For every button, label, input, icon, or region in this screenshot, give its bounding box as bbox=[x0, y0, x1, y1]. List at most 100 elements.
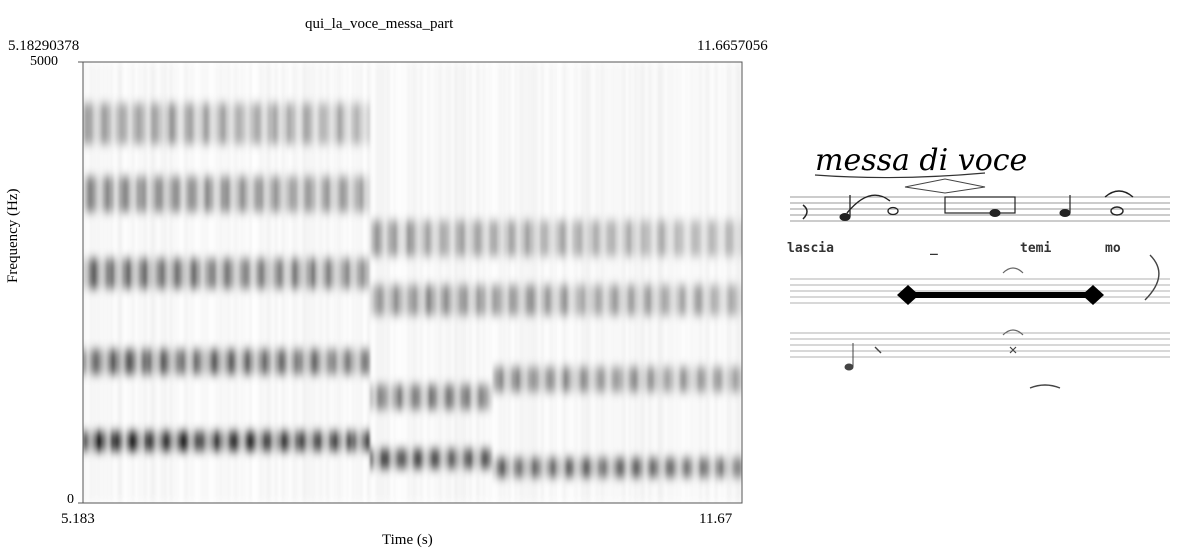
spectrogram-haze bbox=[227, 62, 230, 503]
spectrogram-cell bbox=[99, 103, 102, 145]
spectrogram-cell bbox=[668, 285, 670, 316]
spectrogram-cell bbox=[732, 458, 734, 478]
spectrogram-cell bbox=[567, 285, 570, 316]
spectrogram-cell bbox=[260, 349, 263, 375]
spectrogram-cell bbox=[265, 258, 268, 289]
spectrogram-cell bbox=[631, 458, 634, 478]
spectrogram-cell bbox=[137, 431, 140, 451]
spectrogram-cell bbox=[291, 258, 294, 289]
spectrogram-haze bbox=[315, 62, 317, 503]
spectrogram-cell bbox=[236, 176, 239, 212]
spectrogram-haze bbox=[734, 62, 736, 503]
spectrogram-haze bbox=[259, 62, 261, 503]
spectrogram-cell bbox=[104, 431, 107, 451]
spectrogram-cell bbox=[212, 431, 215, 451]
spectrogram-cell bbox=[401, 285, 404, 316]
spectrogram-cell bbox=[536, 285, 539, 316]
spectrogram-cell bbox=[584, 458, 586, 478]
spectrogram-cell bbox=[560, 367, 563, 392]
spectrogram-cell bbox=[578, 285, 581, 316]
spectrogram-cell bbox=[211, 176, 213, 212]
spectrogram-cell bbox=[254, 349, 257, 375]
x-tick-label-min: 5.183 bbox=[61, 511, 95, 527]
spectrogram-cell bbox=[99, 431, 102, 451]
spectrogram-cell bbox=[423, 285, 425, 316]
spectrogram-cell bbox=[342, 103, 345, 145]
spectrogram-cell bbox=[128, 349, 131, 375]
spectrogram-cell bbox=[434, 220, 436, 257]
spectrogram-cell bbox=[125, 349, 127, 375]
spectrogram-cell bbox=[702, 367, 705, 392]
spectrogram-haze bbox=[339, 62, 341, 503]
spectrogram-cell bbox=[560, 458, 563, 478]
spectrogram-cell bbox=[209, 431, 212, 451]
spectrogram-cell bbox=[662, 367, 665, 392]
spectrogram-cell bbox=[392, 449, 394, 469]
spectrogram-cell bbox=[187, 103, 190, 145]
spectrogram-cell bbox=[256, 258, 259, 289]
spectrogram-cell bbox=[457, 285, 460, 316]
spectrogram-cell bbox=[399, 220, 402, 257]
spectrogram-cell bbox=[567, 367, 570, 392]
spectrogram-cell bbox=[205, 103, 208, 145]
spectrogram-cell bbox=[205, 176, 208, 212]
spectrogram-cell bbox=[276, 431, 279, 451]
spectrogram-cell bbox=[651, 458, 654, 478]
spectrogram-haze bbox=[536, 62, 538, 503]
spectrogram-haze bbox=[323, 62, 325, 503]
spectrogram-cell bbox=[112, 176, 115, 212]
spectrogram-cell bbox=[677, 458, 680, 478]
spectrogram-cell bbox=[161, 349, 164, 375]
spectrogram-cell bbox=[432, 449, 435, 469]
spectrogram-cell bbox=[207, 431, 210, 451]
spectrogram-cell bbox=[494, 367, 497, 392]
spectrogram-haze bbox=[372, 62, 374, 503]
spectrogram-haze bbox=[143, 62, 146, 503]
spectrogram-cell bbox=[284, 258, 286, 289]
spectrogram-cell bbox=[574, 220, 577, 257]
spectrogram-cell bbox=[690, 458, 692, 478]
spectrogram-cell bbox=[697, 458, 700, 478]
spectrogram-cell bbox=[115, 431, 118, 451]
spectrogram-cell bbox=[673, 458, 676, 478]
spectrogram-cell bbox=[423, 449, 425, 469]
spectrogram-cell bbox=[269, 176, 272, 212]
spectrogram-haze bbox=[518, 62, 520, 503]
spectrogram-haze bbox=[147, 62, 149, 503]
notes-staff-3 bbox=[844, 343, 1017, 371]
spectrogram-cell bbox=[507, 367, 510, 392]
spectrogram-cell bbox=[291, 103, 294, 145]
spectrogram-cell bbox=[567, 220, 570, 257]
spectrogram-cell bbox=[264, 431, 266, 451]
spectrogram-haze bbox=[602, 62, 605, 503]
spectrogram-cell bbox=[296, 349, 299, 375]
spectrogram-cell bbox=[574, 285, 577, 316]
spectrogram-cell bbox=[278, 103, 281, 145]
spectrogram-cell bbox=[591, 367, 594, 392]
spectrogram-cell bbox=[242, 176, 244, 212]
spectrogram-cell bbox=[179, 431, 182, 451]
spectrogram-cell bbox=[680, 220, 683, 257]
spectrogram-cell bbox=[666, 220, 669, 257]
spectrogram-cell bbox=[318, 103, 321, 145]
spectrogram-haze bbox=[85, 62, 87, 503]
spectrogram-cell bbox=[236, 431, 239, 451]
spectrogram-haze bbox=[393, 62, 396, 503]
spectrogram-cell bbox=[490, 449, 493, 469]
spectrogram-cell bbox=[225, 349, 228, 375]
spectrogram-haze bbox=[326, 62, 329, 503]
spectrogram-cell bbox=[423, 384, 425, 410]
spectrogram-cell bbox=[410, 285, 413, 316]
spectrogram-haze bbox=[503, 62, 506, 503]
spectrogram-cell bbox=[328, 103, 330, 145]
spectrogram-cell bbox=[201, 349, 204, 375]
spectrogram-cell bbox=[443, 384, 446, 410]
messa-di-voce-sign bbox=[904, 178, 986, 194]
spectrogram-cell bbox=[242, 258, 244, 289]
spectrogram-cell bbox=[192, 349, 195, 375]
spectrogram-cell bbox=[410, 384, 413, 410]
spectrogram-cell bbox=[258, 258, 261, 289]
spectrogram-cell bbox=[364, 431, 367, 451]
spectrogram-haze bbox=[238, 62, 240, 503]
spectrogram-cell bbox=[115, 258, 118, 289]
